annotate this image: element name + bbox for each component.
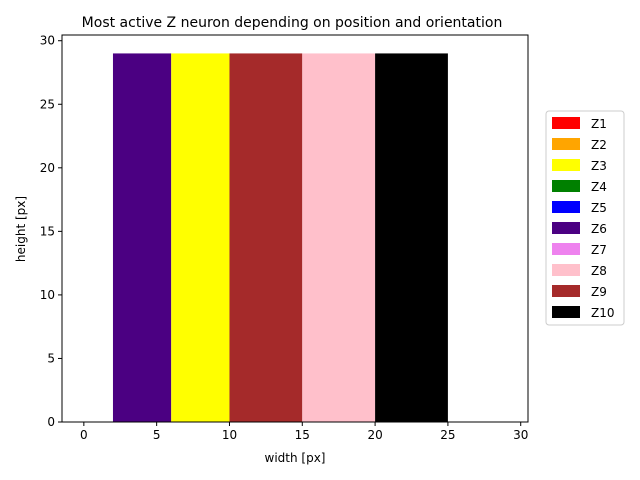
bar-z9 bbox=[229, 53, 303, 423]
x-tick-label: 20 bbox=[367, 428, 382, 442]
y-tick-label: 30 bbox=[40, 34, 55, 48]
x-tick-label: 15 bbox=[295, 428, 310, 442]
legend-swatch-z4 bbox=[552, 180, 580, 192]
legend-label-z5: Z5 bbox=[591, 201, 607, 215]
bar-z10 bbox=[375, 53, 448, 423]
x-tick-label: 25 bbox=[440, 428, 455, 442]
legend-swatch-z9 bbox=[552, 285, 580, 297]
legend-label-z1: Z1 bbox=[591, 117, 607, 131]
y-tick-label: 25 bbox=[40, 97, 55, 111]
y-tick-label: 10 bbox=[40, 288, 55, 302]
legend-label-z2: Z2 bbox=[591, 138, 607, 152]
y-tick-label: 15 bbox=[40, 224, 55, 238]
plot-frame bbox=[61, 34, 529, 423]
legend-label-z6: Z6 bbox=[591, 222, 607, 236]
y-tick-label: 20 bbox=[40, 161, 55, 175]
y-axis-ticks: 0 5 10 15 20 25 30 bbox=[40, 34, 62, 429]
bar-z6 bbox=[112, 53, 172, 423]
x-tick-label: 0 bbox=[80, 428, 88, 442]
bar-z8 bbox=[302, 53, 376, 423]
legend-swatch-z8 bbox=[552, 264, 580, 276]
legend-swatch-z10 bbox=[552, 306, 580, 318]
x-tick-label: 30 bbox=[513, 428, 528, 442]
legend-swatch-z1 bbox=[552, 117, 580, 129]
legend-swatch-z5 bbox=[552, 201, 580, 213]
chart-title: Most active Z neuron depending on positi… bbox=[82, 15, 503, 31]
legend-label-z7: Z7 bbox=[591, 243, 607, 257]
legend-label-z9: Z9 bbox=[591, 285, 607, 299]
bar-z3 bbox=[171, 53, 230, 423]
legend-swatch-z6 bbox=[552, 222, 580, 234]
x-tick-label: 10 bbox=[222, 428, 237, 442]
x-axis-label: width [px] bbox=[265, 451, 326, 465]
legend-label-z4: Z4 bbox=[591, 180, 607, 194]
y-tick-label: 5 bbox=[47, 351, 55, 365]
legend-swatch-z3 bbox=[552, 159, 580, 171]
legend-label-z10: Z10 bbox=[591, 306, 615, 320]
legend-label-z3: Z3 bbox=[591, 159, 607, 173]
legend-swatch-z2 bbox=[552, 138, 580, 150]
legend-label-z8: Z8 bbox=[591, 264, 607, 278]
x-axis-ticks: 0 5 10 15 20 25 30 bbox=[80, 422, 528, 442]
bars-layer bbox=[112, 53, 448, 423]
x-tick-label: 5 bbox=[153, 428, 161, 442]
legend-swatch-z7 bbox=[552, 243, 580, 255]
legend: Z1 Z2 Z3 Z4 Z5 Z6 Z7 Z8 Z9 Z10 bbox=[545, 110, 625, 326]
y-axis-label: height [px] bbox=[14, 196, 28, 262]
y-tick-label: 0 bbox=[47, 415, 55, 429]
